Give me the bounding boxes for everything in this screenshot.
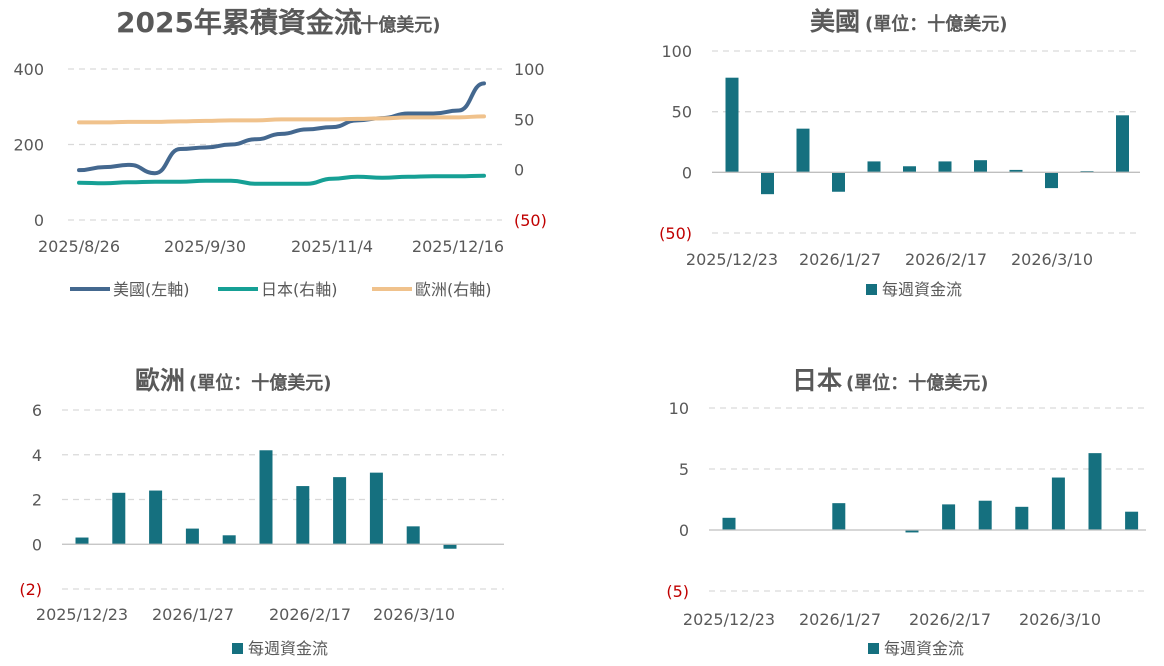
bar: [725, 77, 739, 173]
bar: [1051, 477, 1065, 530]
europe-chart-title: 歐洲: [135, 366, 185, 395]
y-tick-label: (2): [19, 580, 42, 599]
bar: [1015, 506, 1029, 530]
series-line-2: [77, 114, 486, 125]
line-chart-subtitle: (十億美元): [352, 14, 440, 36]
legend-swatch: [868, 643, 879, 654]
bar: [185, 528, 199, 545]
legend-label: 每週資金流: [884, 639, 964, 658]
x-tick-label: 2025/9/30: [164, 237, 246, 256]
y-tick-label: 0: [679, 521, 689, 540]
bar: [112, 492, 126, 545]
y-tick-label: 2: [32, 491, 42, 510]
bar: [75, 537, 89, 545]
x-tick-label: 2026/1/27: [799, 610, 881, 629]
y-tick-label: (5): [666, 582, 689, 601]
y-tick-label: (50): [659, 224, 692, 243]
bar: [722, 517, 736, 530]
bar: [903, 166, 916, 173]
y-tick-label: 10: [669, 399, 689, 418]
bar: [406, 526, 420, 545]
x-tick-label: 2026/1/27: [799, 250, 881, 269]
line-chart-ticks: 0 200 400 (50) 0 50 100 2025/8/26 2025/9/30 2025/…: [13, 60, 546, 256]
x-tick-label: 2025/12/23: [686, 250, 778, 269]
usa-chart-subtitle: (單位：十億美元): [865, 13, 1007, 35]
bar: [832, 503, 846, 530]
usa-chart-title: 美國: [810, 7, 860, 36]
bar: [333, 477, 347, 545]
bar: [1125, 511, 1139, 530]
bar: [149, 490, 163, 545]
bar: [1116, 115, 1129, 173]
x-tick-label: 2026/2/17: [269, 605, 351, 624]
series-line-1: [77, 173, 486, 186]
japan-flow-chart: 日本 (單位：十億美元) (5) 0 5 10 2025/12/23 2026/1/27 2…: [666, 366, 1146, 658]
y-left-tick-label: 200: [13, 136, 44, 155]
y-tick-label: 50: [672, 103, 692, 122]
line-chart-series: [77, 81, 486, 186]
bar: [1009, 169, 1023, 173]
x-tick-label: 2025/12/23: [36, 605, 128, 624]
x-tick-label: 2026/3/10: [1019, 610, 1101, 629]
legend-label: 歐洲(右軸): [415, 280, 492, 299]
usa-flow-chart: 美國 (單位：十億美元) (50) 0 50 100 2025/12/23 2026/1/…: [659, 7, 1140, 299]
bar: [259, 450, 273, 545]
series-line-0: [77, 81, 486, 176]
legend-swatch: [232, 643, 243, 654]
x-tick-label: 2026/1/27: [152, 605, 234, 624]
bar: [296, 486, 310, 545]
x-tick-label: 2026/2/17: [909, 610, 991, 629]
legend-label: 每週資金流: [882, 280, 962, 299]
y-tick-label: 4: [32, 446, 42, 465]
x-tick-label: 2026/3/10: [1011, 250, 1093, 269]
bar: [1088, 453, 1102, 530]
legend-label: 美國(左軸): [113, 280, 190, 299]
y-tick-label: 0: [682, 163, 692, 182]
y-right-tick-label: 50: [514, 110, 534, 129]
x-tick-label: 2025/8/26: [38, 237, 120, 256]
japan-chart-title: 日本: [792, 366, 842, 395]
line-chart-legend: 美國(左軸) 日本(右軸) 歐洲(右軸): [70, 280, 492, 299]
y-left-tick-label: 400: [13, 60, 44, 79]
europe-chart-plot: (2) 0 2 4 6 2025/12/23 2026/1/27 2026/2/17 2026/…: [19, 401, 504, 658]
x-tick-label: 2026/3/10: [373, 605, 455, 624]
japan-chart-subtitle: (單位：十億美元): [846, 372, 988, 394]
y-tick-label: 5: [679, 460, 689, 479]
bar: [443, 544, 457, 549]
y-tick-label: 6: [32, 401, 42, 420]
bar: [942, 504, 956, 530]
bar: [369, 472, 383, 545]
japan-chart-plot: (5) 0 5 10 2025/12/23 2026/1/27 2026/2/17 2026/…: [666, 399, 1146, 658]
bar: [222, 535, 236, 545]
bar: [1045, 172, 1058, 189]
y-tick-label: 100: [661, 42, 692, 61]
bar: [867, 161, 881, 173]
y-right-tick-label: 0: [514, 161, 524, 180]
x-tick-label: 2025/11/4: [291, 237, 373, 256]
bar: [978, 500, 992, 530]
line-chart-title: 2025年累積資金流: [116, 6, 362, 39]
y-right-tick-label: 100: [514, 60, 545, 79]
bar: [832, 172, 845, 192]
europe-flow-chart: 歐洲 (單位：十億美元) (2) 0 2 4 6 2025/12/23 2026/1/27 2…: [19, 366, 504, 658]
legend-swatch: [866, 284, 877, 295]
y-right-tick-label: (50): [514, 211, 547, 230]
x-tick-label: 2026/2/17: [905, 250, 987, 269]
legend-label: 日本(右軸): [261, 280, 338, 299]
y-left-tick-label: 0: [34, 211, 44, 230]
y-tick-label: 0: [32, 535, 42, 554]
line-chart-grid: [68, 68, 502, 221]
cumulative-flow-chart: 2025年累積資金流 (十億美元) 0 200 400 (50) 0 50 100 2025/…: [13, 6, 546, 299]
bar: [905, 530, 919, 533]
europe-chart-subtitle: (單位：十億美元): [189, 372, 331, 394]
bar: [796, 128, 810, 173]
bar: [974, 160, 987, 173]
bar: [938, 161, 952, 173]
legend-label: 每週資金流: [248, 639, 328, 658]
usa-chart-plot: (50) 0 50 100 2025/12/23 2026/1/27 2026/2/17 20…: [659, 42, 1140, 299]
bar: [761, 172, 774, 195]
x-tick-label: 2025/12/16: [412, 237, 504, 256]
x-tick-label: 2025/12/23: [683, 610, 775, 629]
